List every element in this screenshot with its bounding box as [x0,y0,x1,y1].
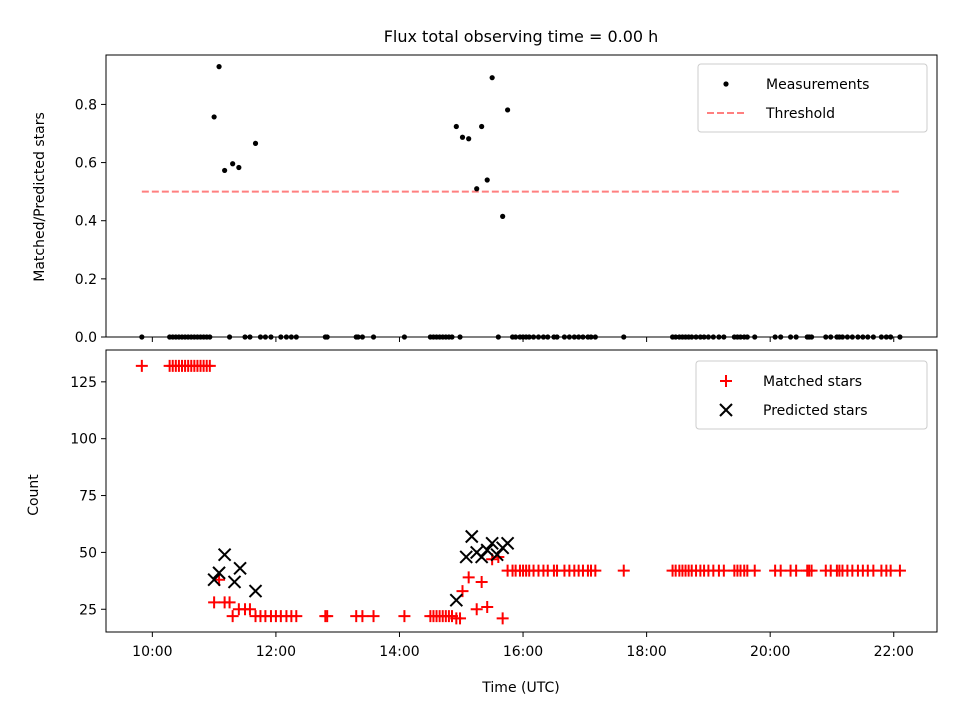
bottom-y-axis-label: Count [26,474,42,516]
predicted-star-marker [480,543,494,557]
predicted-star-marker [212,566,226,580]
predicted-star-marker [207,572,221,587]
bottom-x-tick-label: 18:00 [626,644,666,660]
top-legend: Measurements Threshold [697,63,928,133]
measurement-point [236,164,242,171]
matched-star-marker [321,610,334,623]
measurement-point [230,161,236,167]
top-plot-frame [105,54,938,338]
matched-star-marker [203,359,216,372]
bottom-y-tick-label: 25 [79,602,97,618]
top-legend-box [697,63,928,133]
bottom-panel: Count Time (UTC) 25 50 75 100 125 10:00 12:00 1… [26,349,938,696]
predicted-star-marker [465,529,479,544]
matched-star-marker [243,603,256,616]
measurement-point [504,107,511,113]
top-y-axis-label: Matched/Predicted stars [32,112,48,282]
predicted-star-marker [449,593,464,607]
matched-star-marker [790,564,803,577]
matched-star-marker [589,564,602,577]
bottom-x-tick-label: 16:00 [503,644,543,660]
top-y-tick-label: 0.4 [75,214,97,230]
matched-star-marker [717,564,730,577]
matched-star-marker [475,575,488,588]
matched-star-marker [398,610,411,623]
legend-predicted-label: Predicted stars [763,403,868,419]
bottom-y-tick-label: 125 [70,375,97,391]
measurement-point [466,136,472,142]
predicted-star-marker [248,584,263,598]
top-panel: Matched/Predicted stars 0.00.20.40.60.8 … [32,54,938,346]
bottom-markers [135,359,906,625]
predicted-star-marker [227,575,242,589]
matched-star-marker [481,600,494,613]
top-y-tick-label: 0.6 [75,156,97,172]
predicted-star-marker [217,547,232,562]
top-y-tick-label: 0.8 [75,97,97,113]
legend-threshold-label: Threshold [765,106,835,122]
bottom-x-tick-label: 14:00 [379,644,419,660]
matched-star-marker [748,564,761,577]
matched-star-marker [367,610,380,623]
measurement-point [252,140,259,146]
measurement-point [474,186,480,192]
bottom-legend-box [695,360,928,430]
predicted-star-marker [500,536,515,551]
measurement-point [500,213,506,219]
bottom-plot-frame [105,349,938,633]
matched-star-marker [135,359,148,372]
matched-star-marker [496,612,509,625]
measurement-point [484,177,490,183]
measurement-point [211,114,217,120]
bottom-x-tick-label: 10:00 [132,644,172,660]
bottom-axes: 25 50 75 100 125 10:00 12:00 14:00 16:00 18:00 20:… [70,349,938,660]
bottom-x-tick-label: 12:00 [256,644,296,660]
predicted-star-marker [459,550,473,564]
matched-star-marker [805,564,818,577]
top-axes: 0.0 0.2 0.4 0.6 0.8 [75,54,938,346]
predicted-star-marker [233,561,247,576]
bottom-y-tick-label: 50 [79,545,97,561]
bottom-y-tick-label: 100 [70,432,97,448]
figure-title: Flux total observing time = 0.00 h [384,27,659,46]
top-y-tick-label: 0.0 [75,330,97,346]
predicted-star-marker [485,536,499,551]
measurement-point [222,167,228,174]
measurement-point [479,123,485,130]
legend-measurements-label: Measurements [766,77,869,93]
measurement-point [216,64,222,70]
legend-measurements-marker [723,81,729,87]
legend-matched-label: Matched stars [763,374,862,390]
measurement-point [489,75,495,81]
matched-star-marker [893,564,906,577]
matched-star-marker [356,610,369,623]
matched-star-marker [290,610,303,623]
matched-star-marker [617,564,630,577]
bottom-legend: Matched stars Predicted stars [695,360,928,430]
measurement-point [459,134,466,140]
bottom-x-tick-label: 20:00 [750,644,790,660]
legend-predicted-marker [719,403,733,417]
bottom-x-tick-label: 22:00 [874,644,914,660]
matched-star-marker [223,596,236,609]
matched-star-marker [462,571,475,584]
bottom-x-axis-label: Time (UTC) [481,680,559,696]
matched-star-marker [454,612,467,625]
matched-star-marker [208,596,221,609]
legend-matched-marker [720,375,732,387]
measurement-point [453,123,459,130]
matched-star-marker [470,603,483,616]
matched-star-marker [226,610,239,623]
bottom-y-tick-label: 75 [79,489,97,505]
top-y-tick-label: 0.2 [75,272,97,288]
